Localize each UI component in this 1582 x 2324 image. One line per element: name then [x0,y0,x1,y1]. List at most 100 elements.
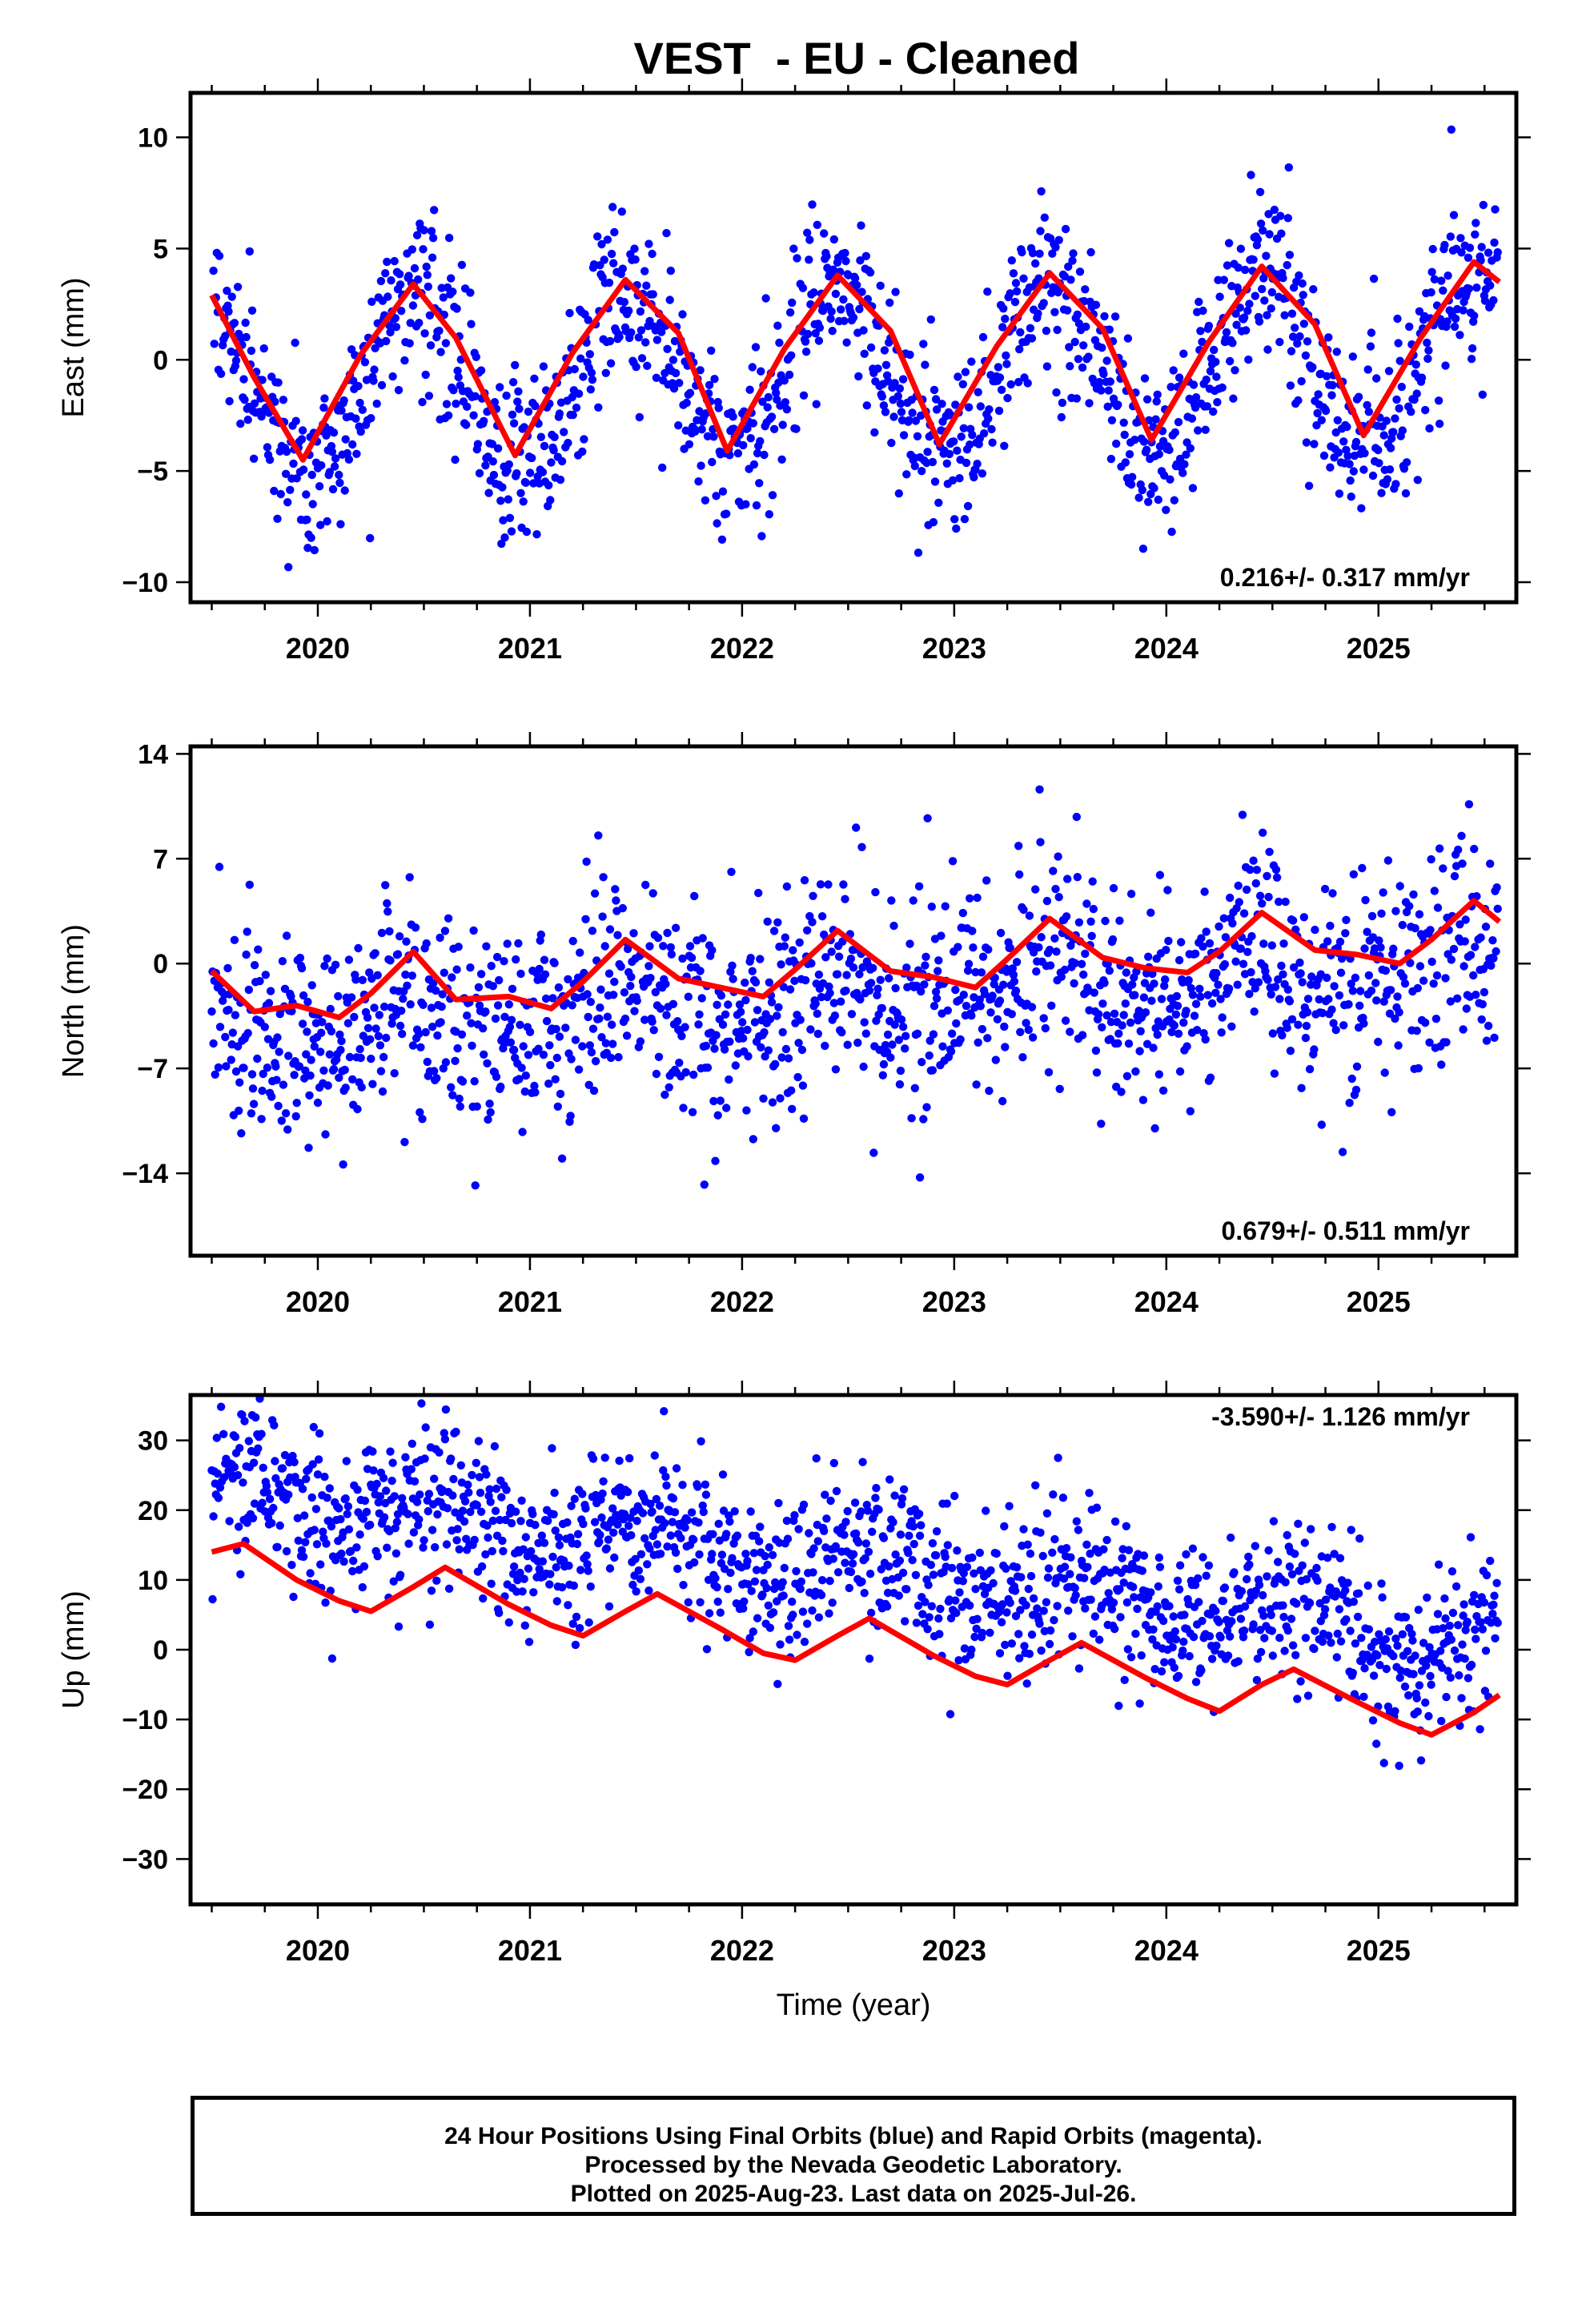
data-point [213,1470,223,1478]
data-point [777,960,785,969]
data-point [1252,1675,1262,1685]
data-point [659,1466,668,1475]
data-point [1203,402,1212,411]
data-point [1240,1602,1250,1611]
data-point [1395,404,1403,413]
data-point [1081,1604,1090,1613]
data-point [381,881,390,890]
data-point [1010,977,1019,986]
data-point [952,1019,961,1028]
data-point [1165,445,1174,454]
data-point [881,360,891,369]
data-point [516,489,525,497]
data-point [1072,812,1082,822]
data-point [713,1111,722,1120]
data-point [243,416,252,424]
data-point [599,1477,608,1486]
data-point [1049,1490,1058,1499]
data-point [1439,286,1447,295]
data-point [1210,345,1219,355]
data-point [988,991,997,1000]
data-point [584,1618,593,1627]
data-point [1062,1544,1071,1553]
data-point [1256,219,1266,228]
data-point [1191,949,1200,959]
data-point [1141,1008,1150,1017]
data-point [1101,916,1110,926]
data-point [1423,338,1431,348]
data-point [1174,955,1184,965]
data-point [1186,1107,1195,1116]
data-point [531,1088,540,1097]
data-point [1054,1454,1062,1462]
data-point [626,1514,635,1522]
data-point [427,1586,436,1595]
data-point [263,1488,272,1497]
data-point [273,514,282,523]
data-point [212,1433,221,1442]
data-point [552,1053,561,1063]
data-point [690,891,699,901]
data-point [1389,944,1398,953]
data-point [1173,1001,1182,1011]
data-point [679,1104,688,1112]
data-point [469,411,478,420]
data-point [1421,405,1430,415]
data-point [972,1080,981,1089]
data-point [337,1036,346,1046]
data-point [986,1566,995,1575]
data-point [1003,1671,1012,1680]
data-point [1401,489,1411,498]
data-point [556,475,565,485]
data-point [1112,439,1121,448]
data-point [376,276,386,286]
data-point [1074,1526,1083,1534]
data-point [1179,349,1188,358]
x-tick-label: 2021 [498,1285,562,1318]
data-point [1480,296,1490,305]
data-point [909,1539,918,1549]
data-point [578,447,587,456]
data-point [1275,337,1284,347]
x-tick-label: 2024 [1134,1934,1199,1967]
data-point [832,1486,841,1496]
data-point [344,1525,354,1534]
data-point [669,999,678,1009]
data-point [764,1601,773,1610]
data-point [589,1086,599,1096]
data-point [1074,918,1084,927]
data-point [456,1102,464,1112]
data-point [1131,1629,1140,1638]
data-point [1458,1640,1467,1649]
data-point [490,398,500,407]
data-point [597,1513,606,1522]
velocity-label: -3.590+/- 1.126 mm/yr [1211,1402,1470,1431]
data-point [1251,1542,1260,1550]
data-point [670,1508,680,1517]
data-point [1328,889,1337,898]
data-point [952,1608,961,1618]
data-point [1446,232,1456,241]
data-point [812,1454,821,1463]
data-point [1108,935,1118,944]
data-point [712,492,721,501]
data-point [388,1458,397,1467]
data-point [693,1482,702,1491]
data-point [375,1041,385,1050]
data-point [544,480,553,490]
data-point [782,882,792,891]
data-point [554,1533,564,1542]
data-point [1223,261,1232,270]
data-point [724,1000,733,1009]
data-point [554,983,564,992]
data-point [805,235,814,244]
data-point [442,1540,452,1549]
data-point [291,338,299,348]
data-point [1022,1019,1030,1027]
data-point [808,918,817,927]
data-point [637,354,647,363]
data-point [408,301,418,310]
data-point [1463,1618,1472,1626]
data-point [279,1080,288,1089]
data-point [889,1518,897,1527]
